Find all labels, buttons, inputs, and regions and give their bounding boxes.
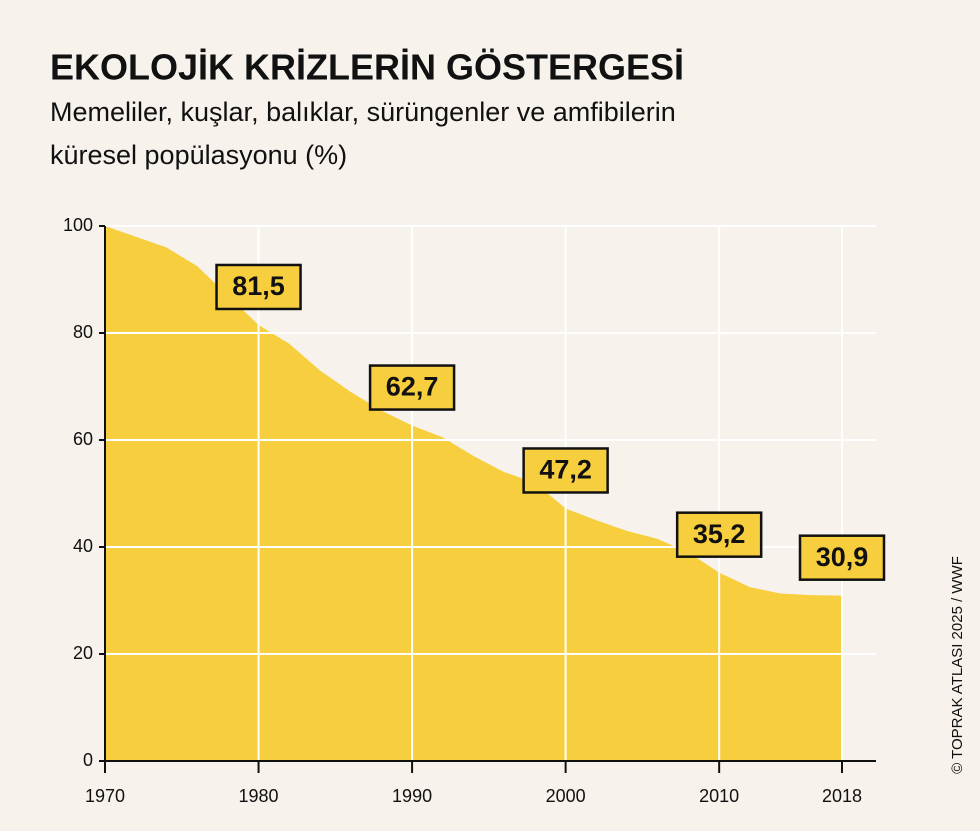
x-tick-label: 2010 [699,786,739,806]
value-label-box [215,263,302,311]
x-tick-label: 1970 [85,786,125,806]
y-tick-label: 100 [63,215,93,235]
value-label-box [798,534,886,581]
area [105,226,842,761]
chart-subtitle: Memeliler, kuşlar, balıklar, sürüngenler… [50,97,676,127]
value-label-box [675,511,763,558]
credit: © TOPRAK ATLASI 2025 / WWF [949,556,966,774]
value-label-box [522,447,609,494]
value-label-box [368,364,456,411]
x-tick-label: 2018 [822,786,862,806]
x-tick-label: 1980 [239,786,279,806]
y-tick-label: 20 [73,643,93,663]
x-tick-label: 1990 [392,786,432,806]
value-label: 35,2 [693,519,746,549]
chart-subtitle: küresel popülasyonu (%) [50,140,347,170]
value-label: 30,9 [816,542,869,572]
y-tick-label: 80 [73,322,93,342]
value-label: 81,5 [232,271,285,301]
y-tick-label: 0 [83,750,93,770]
value-label: 62,7 [386,372,439,402]
y-tick-label: 60 [73,429,93,449]
chart-title: EKOLOJİK KRİZLERİN GÖSTERGESİ [50,47,684,88]
value-label: 47,2 [539,455,592,485]
x-tick-label: 2000 [546,786,586,806]
y-tick-label: 40 [73,536,93,556]
